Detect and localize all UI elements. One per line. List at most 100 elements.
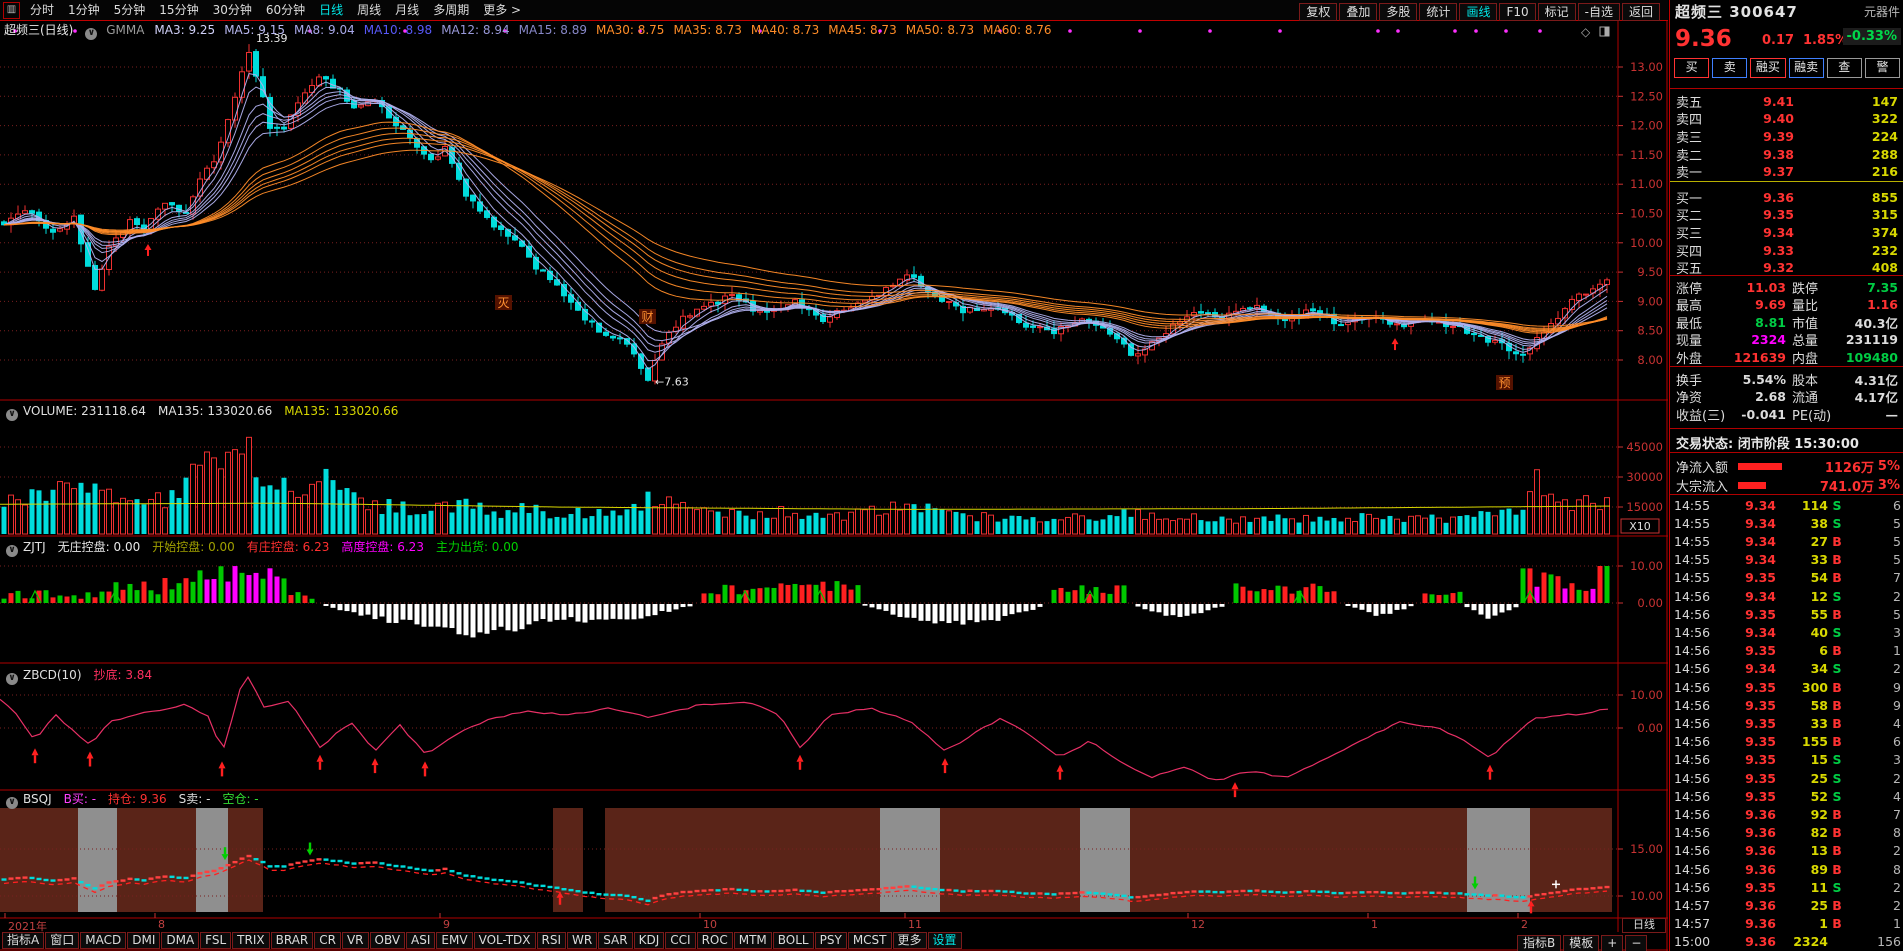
toolbar-button-F10[interactable]: F10 (1499, 3, 1536, 21)
toolbar-button--自选[interactable]: -自选 (1577, 3, 1620, 21)
period-tab-日线[interactable]: 日线 (319, 3, 344, 17)
indicator-tab-FSL[interactable]: FSL (200, 932, 232, 949)
trade-button-查[interactable]: 查 (1826, 58, 1862, 78)
indicator-tab-PSY[interactable]: PSY (814, 932, 847, 949)
indicator-tab-RSI[interactable]: RSI (536, 932, 567, 949)
ask-level[interactable]: 卖四 9.40 322 (1676, 110, 1898, 128)
ask-level[interactable]: 卖二 9.38 288 (1676, 145, 1898, 164)
tool-button-+[interactable]: + (1601, 935, 1624, 951)
toolbar-button-标记[interactable]: 标记 (1537, 3, 1576, 21)
toolbar-button-复权[interactable]: 复权 (1299, 3, 1338, 21)
collapse-icon[interactable]: ∨ (6, 797, 18, 809)
bsqj-dash (960, 890, 966, 893)
bsqj-dash (603, 893, 609, 896)
indicator-tab-更多[interactable]: 更多 (892, 932, 927, 949)
tool-button-模板[interactable]: 模板 (1563, 935, 1600, 951)
indicator-tab-TRIX[interactable]: TRIX (232, 932, 270, 949)
collapse-icon[interactable]: ∨ (6, 673, 18, 685)
tick-count: 156 (1877, 934, 1901, 950)
bsqj-dash (939, 888, 945, 892)
title-segment: 持仓: 9.36 (108, 792, 167, 806)
tick-time: 14:56 (1674, 624, 1711, 640)
window-icon[interactable]: ▥ (3, 2, 20, 19)
bid-level[interactable]: 买四 9.33 232 (1676, 241, 1898, 260)
bid-level[interactable]: 买二 9.35 315 (1676, 206, 1898, 224)
indicator-tab-KDJ[interactable]: KDJ (633, 932, 665, 949)
indicator-tab-设置[interactable]: 设置 (927, 932, 962, 949)
sector-label[interactable]: 元器件 (1863, 5, 1900, 19)
collapse-icon[interactable]: ∨ (6, 409, 18, 421)
indicator-tab-MCST[interactable]: MCST (847, 932, 892, 949)
tool-button-指标B[interactable]: 指标B (1517, 935, 1562, 951)
toolbar-button-画线[interactable]: 画线 (1459, 3, 1498, 21)
tool-button-−[interactable]: − (1625, 935, 1648, 951)
bsqj-dash (218, 867, 224, 870)
signal-badge-text: 灭 (497, 296, 509, 310)
toolbar-button-叠加[interactable]: 叠加 (1339, 3, 1378, 21)
flow-bar (1738, 462, 1782, 470)
volume-bar-down (512, 512, 518, 534)
collapse-icon[interactable]: ∨ (6, 545, 18, 557)
indicator-tab-ASI[interactable]: ASI (406, 932, 436, 949)
bsqj-buy-arrow (1529, 906, 1533, 914)
bsqj-dash (610, 893, 616, 897)
bid-level[interactable]: 买五 9.32 408 (1676, 259, 1898, 277)
volume-bar-down (1317, 516, 1323, 534)
indicator-tab-BRAR[interactable]: BRAR (270, 932, 314, 949)
indicator-tab-CCI[interactable]: CCI (665, 932, 696, 949)
period-tab-15分钟[interactable]: 15分钟 (159, 3, 199, 17)
indicator-tab-ROC[interactable]: ROC (696, 932, 733, 949)
trade-button-警[interactable]: 警 (1864, 58, 1901, 78)
trade-button-融买[interactable]: 融买 (1750, 58, 1786, 78)
tick-count: 2 (1893, 770, 1901, 786)
indicator-tab-MTM[interactable]: MTM (733, 932, 772, 949)
toolbar-button-返回[interactable]: 返回 (1621, 3, 1660, 21)
period-tab-多周期[interactable]: 多周期 (433, 3, 470, 17)
period-tab-月线[interactable]: 月线 (395, 3, 420, 17)
indicator-tab-WR[interactable]: WR (567, 932, 598, 949)
bid-level[interactable]: 买一 9.36 855 (1676, 188, 1898, 207)
volume-bar-down (176, 497, 182, 534)
indicator-tab-CR[interactable]: CR (314, 932, 341, 949)
period-tab-30分钟[interactable]: 30分钟 (212, 3, 252, 17)
period-tab-分时[interactable]: 分时 (30, 3, 55, 17)
period-tab-5分钟[interactable]: 5分钟 (113, 3, 146, 17)
ask-level[interactable]: 卖三 9.39 224 (1676, 127, 1898, 146)
trade-button-卖[interactable]: 卖 (1712, 58, 1748, 78)
zjtj-bar (1317, 586, 1323, 603)
indicator-tab-MACD[interactable]: MACD (80, 932, 127, 949)
period-tab-周线[interactable]: 周线 (357, 3, 382, 17)
toolbar-button-多股[interactable]: 多股 (1379, 3, 1418, 21)
indicator-tab-BOLL[interactable]: BOLL (772, 932, 814, 949)
ask-level[interactable]: 卖一 9.37 216 (1676, 163, 1898, 181)
indicator-tab-VOL-TDX[interactable]: VOL-TDX (473, 932, 536, 949)
tick-side: S (1832, 752, 1842, 768)
period-badge[interactable]: 日线 (1622, 918, 1666, 933)
bsqj-hold-block (605, 808, 880, 912)
gmma-line (3, 141, 1608, 329)
zjtj-neg-bar (960, 604, 966, 625)
period-tab-更多 >[interactable]: 更多 > (483, 3, 522, 17)
period-tab-60分钟[interactable]: 60分钟 (265, 3, 306, 17)
indicator-tab-DMA[interactable]: DMA (161, 932, 200, 949)
zjtj-bar (85, 592, 91, 603)
indicator-tab-EMV[interactable]: EMV (436, 932, 473, 949)
indicator-tab-VR[interactable]: VR (341, 932, 369, 949)
toolbar-button-统计[interactable]: 统计 (1419, 3, 1458, 21)
indicator-tab-OBV[interactable]: OBV (369, 932, 406, 949)
period-tab-1分钟[interactable]: 1分钟 (68, 3, 100, 17)
indicator-tab-指标A[interactable]: 指标A (2, 932, 45, 949)
bsqj-dash (1548, 891, 1554, 895)
indicator-tab-DMI[interactable]: DMI (127, 932, 161, 949)
collapse-icon[interactable]: ∨ (85, 28, 98, 40)
bid-level[interactable]: 买三 9.34 374 (1676, 223, 1898, 242)
trade-button-买[interactable]: 买 (1674, 58, 1710, 78)
tick-count: 2 (1893, 661, 1901, 677)
indicator-tab-SAR[interactable]: SAR (598, 932, 633, 949)
zjtj-neg-bar (575, 604, 581, 622)
trade-button-融卖[interactable]: 融卖 (1788, 58, 1824, 78)
zjtj-axis-label: 0.00 (1637, 596, 1663, 610)
ask-level[interactable]: 卖五 9.41 147 (1676, 92, 1898, 111)
zjtj-neg-bar (1212, 604, 1218, 608)
indicator-tab-窗口[interactable]: 窗口 (45, 932, 80, 949)
